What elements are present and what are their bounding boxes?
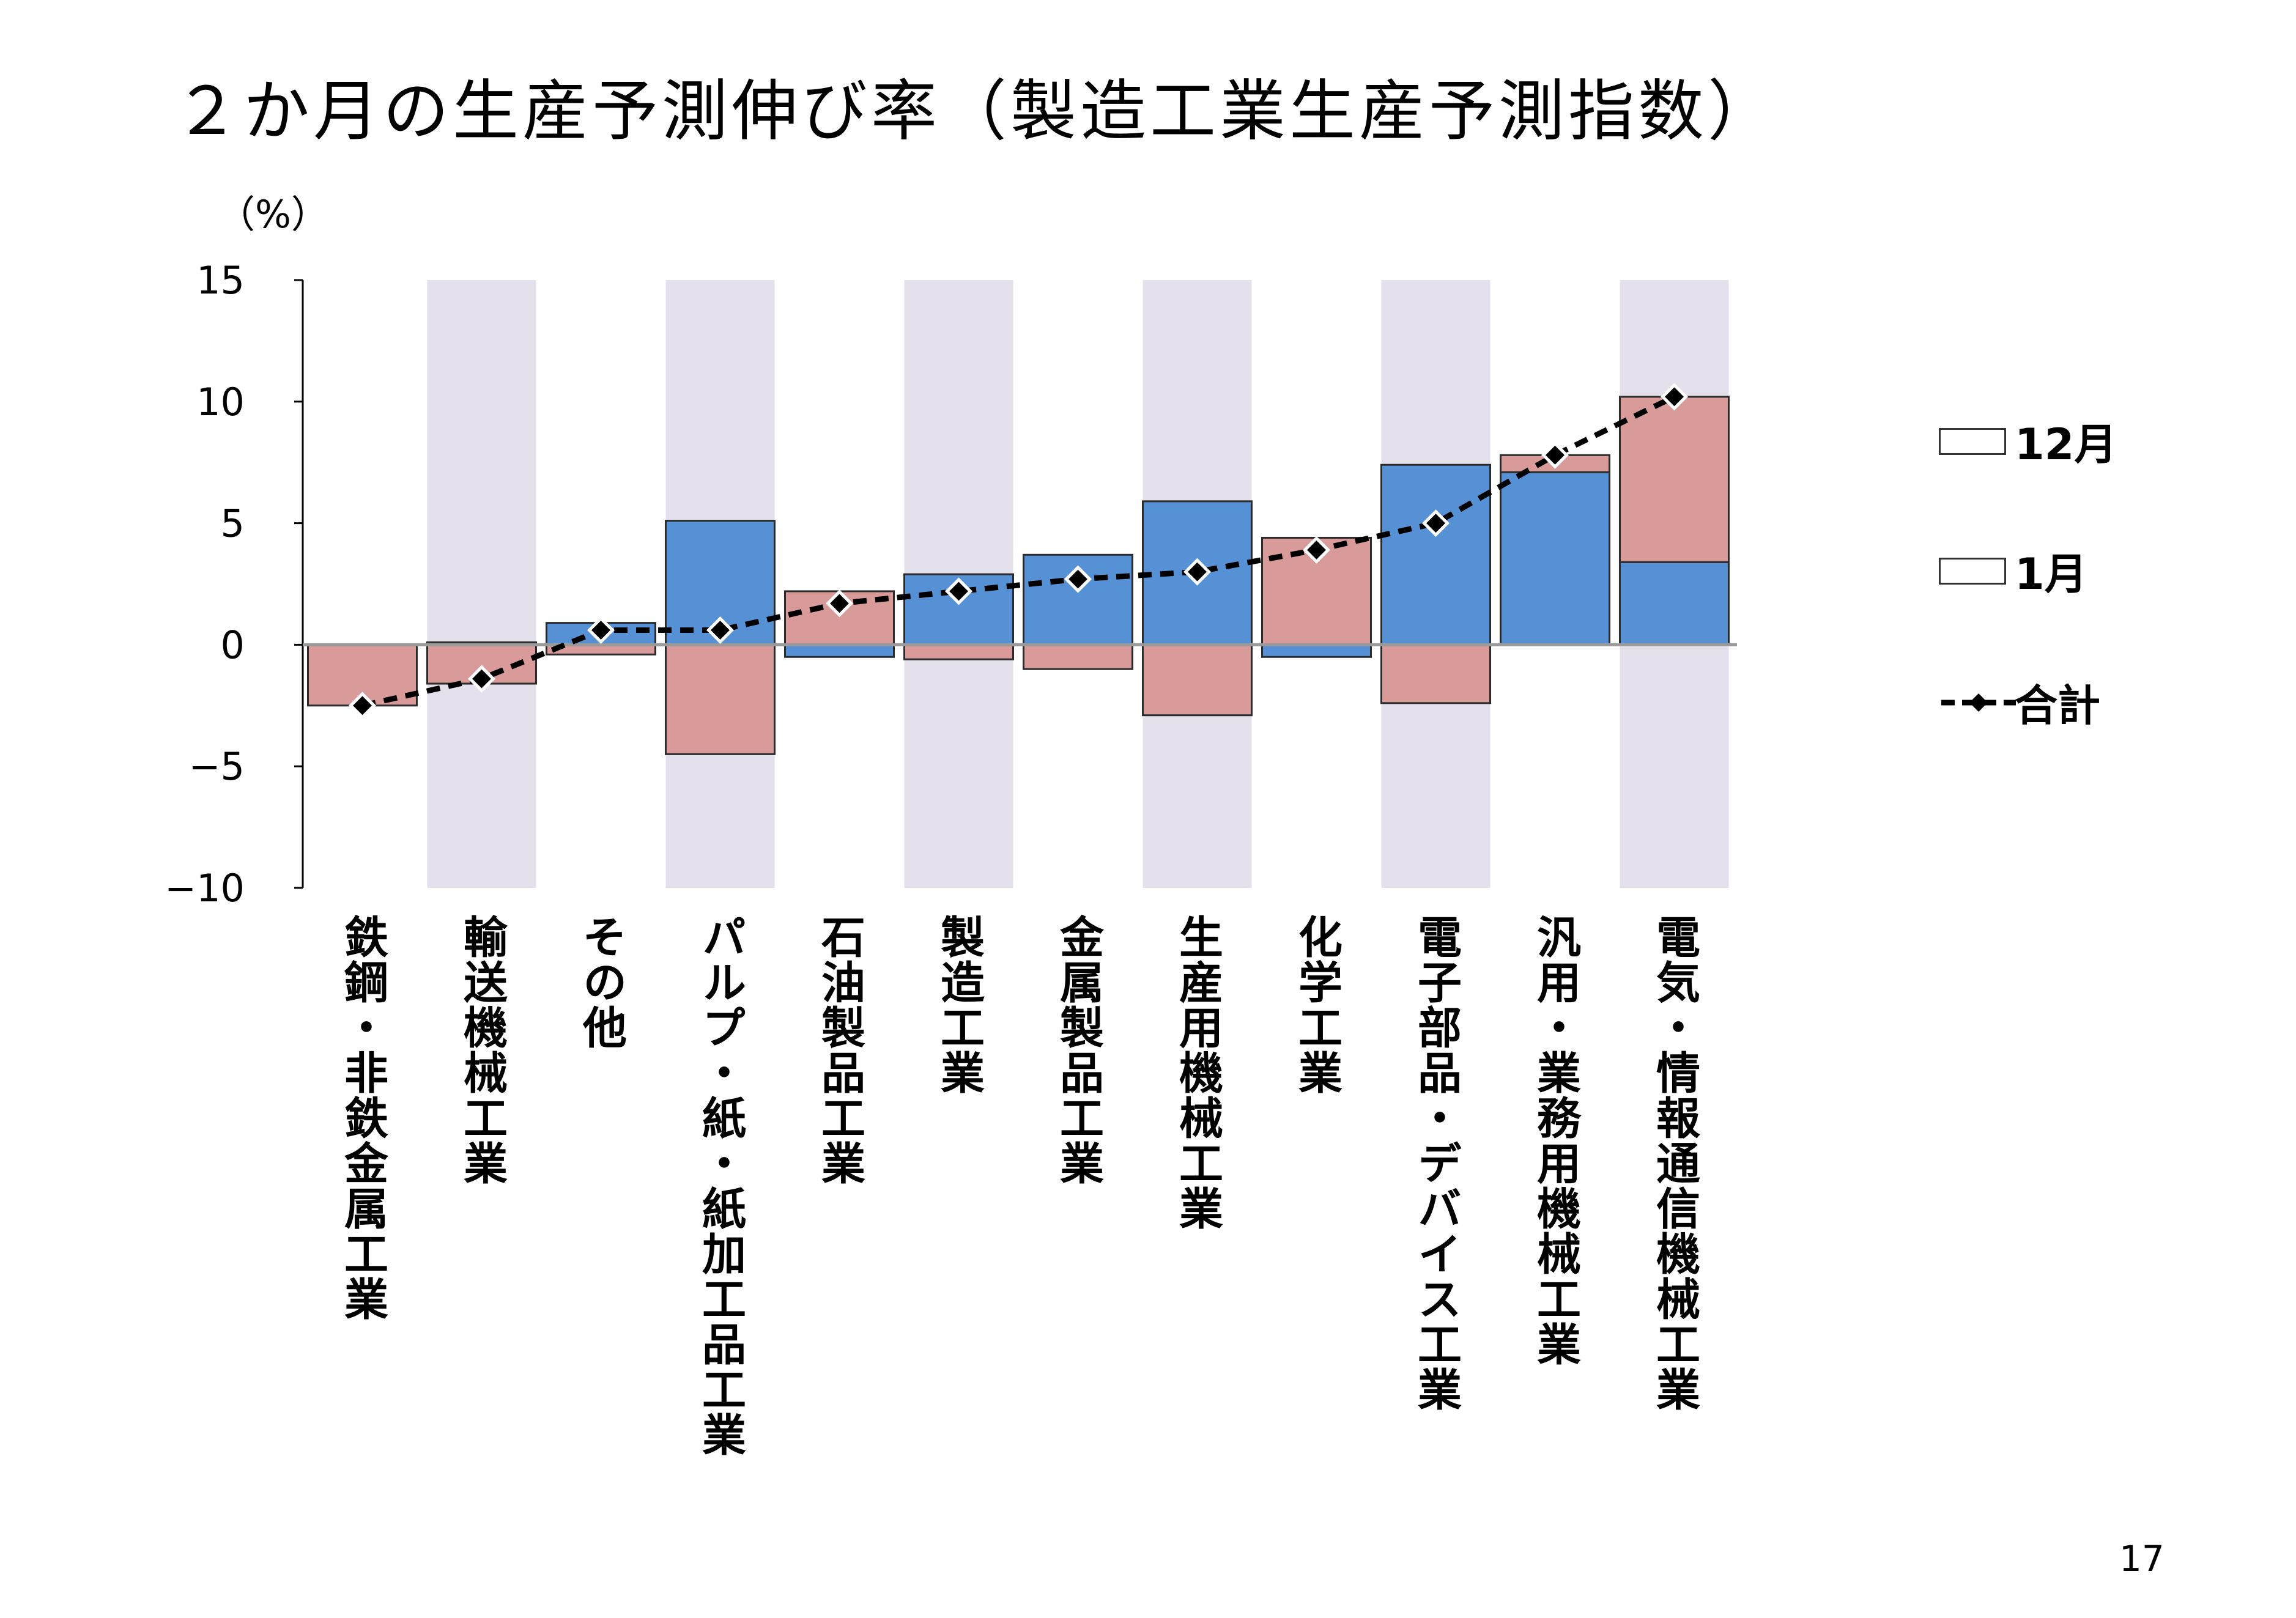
legend-label-total: 合計 (2015, 681, 2100, 731)
y-tick-label: −10 (165, 866, 245, 911)
category-label: 製造工業 (933, 914, 985, 1095)
legend-line-total (1941, 693, 2016, 712)
total-marker (467, 665, 496, 693)
category-label: 電子部品・デバイス工業 (1410, 914, 1462, 1412)
bar-segment (1380, 464, 1491, 646)
category-label: 石油製品工業 (813, 914, 865, 1186)
total-marker (1541, 441, 1569, 469)
total-marker (587, 616, 615, 645)
category-label: パルプ・紙・紙加工品工業 (694, 914, 746, 1457)
bar-segment (1619, 561, 1730, 646)
y-tick-label: −5 (189, 744, 245, 789)
y-tick-label: 5 (221, 501, 245, 546)
total-marker (1064, 565, 1092, 593)
category-label: 電気・情報通信機械工業 (1648, 914, 1700, 1412)
bar-segment (1500, 471, 1610, 646)
total-marker (1660, 383, 1689, 411)
y-tick-label: 0 (221, 622, 245, 667)
bar-segment (1619, 396, 1730, 563)
total-marker (1421, 509, 1450, 537)
category-label: 生産用機械工業 (1171, 914, 1223, 1231)
legend-swatch-jan (1939, 558, 2006, 585)
total-marker (1183, 558, 1212, 586)
bar-segment (784, 643, 895, 658)
legend-swatch-dec (1939, 428, 2006, 455)
bar-segment (903, 643, 1014, 660)
bar-segment (1023, 643, 1133, 670)
total-marker (706, 616, 735, 645)
legend-label-dec: 12月 (2015, 419, 2117, 470)
bar-segment (665, 643, 776, 755)
category-label: その他 (575, 914, 627, 1050)
category-label: 輸送機械工業 (456, 914, 508, 1186)
total-marker (1302, 536, 1331, 564)
total-line (361, 394, 1676, 709)
bar-segment (1261, 643, 1372, 658)
category-label: 鉄鋼・非鉄金属工業 (336, 914, 388, 1321)
chart-title: ２か月の生産予測伸び率（製造工業生産予測指数） (173, 73, 1777, 150)
total-marker (348, 692, 377, 720)
legend-label-jan: 1月 (2015, 549, 2087, 599)
y-tick-label: 15 (196, 258, 245, 303)
category-label: 汎用・業務用機械工業 (1529, 914, 1581, 1367)
y-unit-label: （%） (217, 192, 329, 237)
category-label: 金属製品工業 (1052, 914, 1104, 1186)
background-band (427, 280, 536, 888)
bar-segment (1142, 643, 1253, 717)
total-marker (825, 589, 854, 618)
category-label: 化学工業 (1291, 914, 1342, 1095)
page-number: 17 (2119, 1538, 2165, 1579)
y-tick-label: 10 (196, 380, 245, 424)
total-marker (944, 577, 973, 605)
bar-segment (1380, 643, 1491, 704)
